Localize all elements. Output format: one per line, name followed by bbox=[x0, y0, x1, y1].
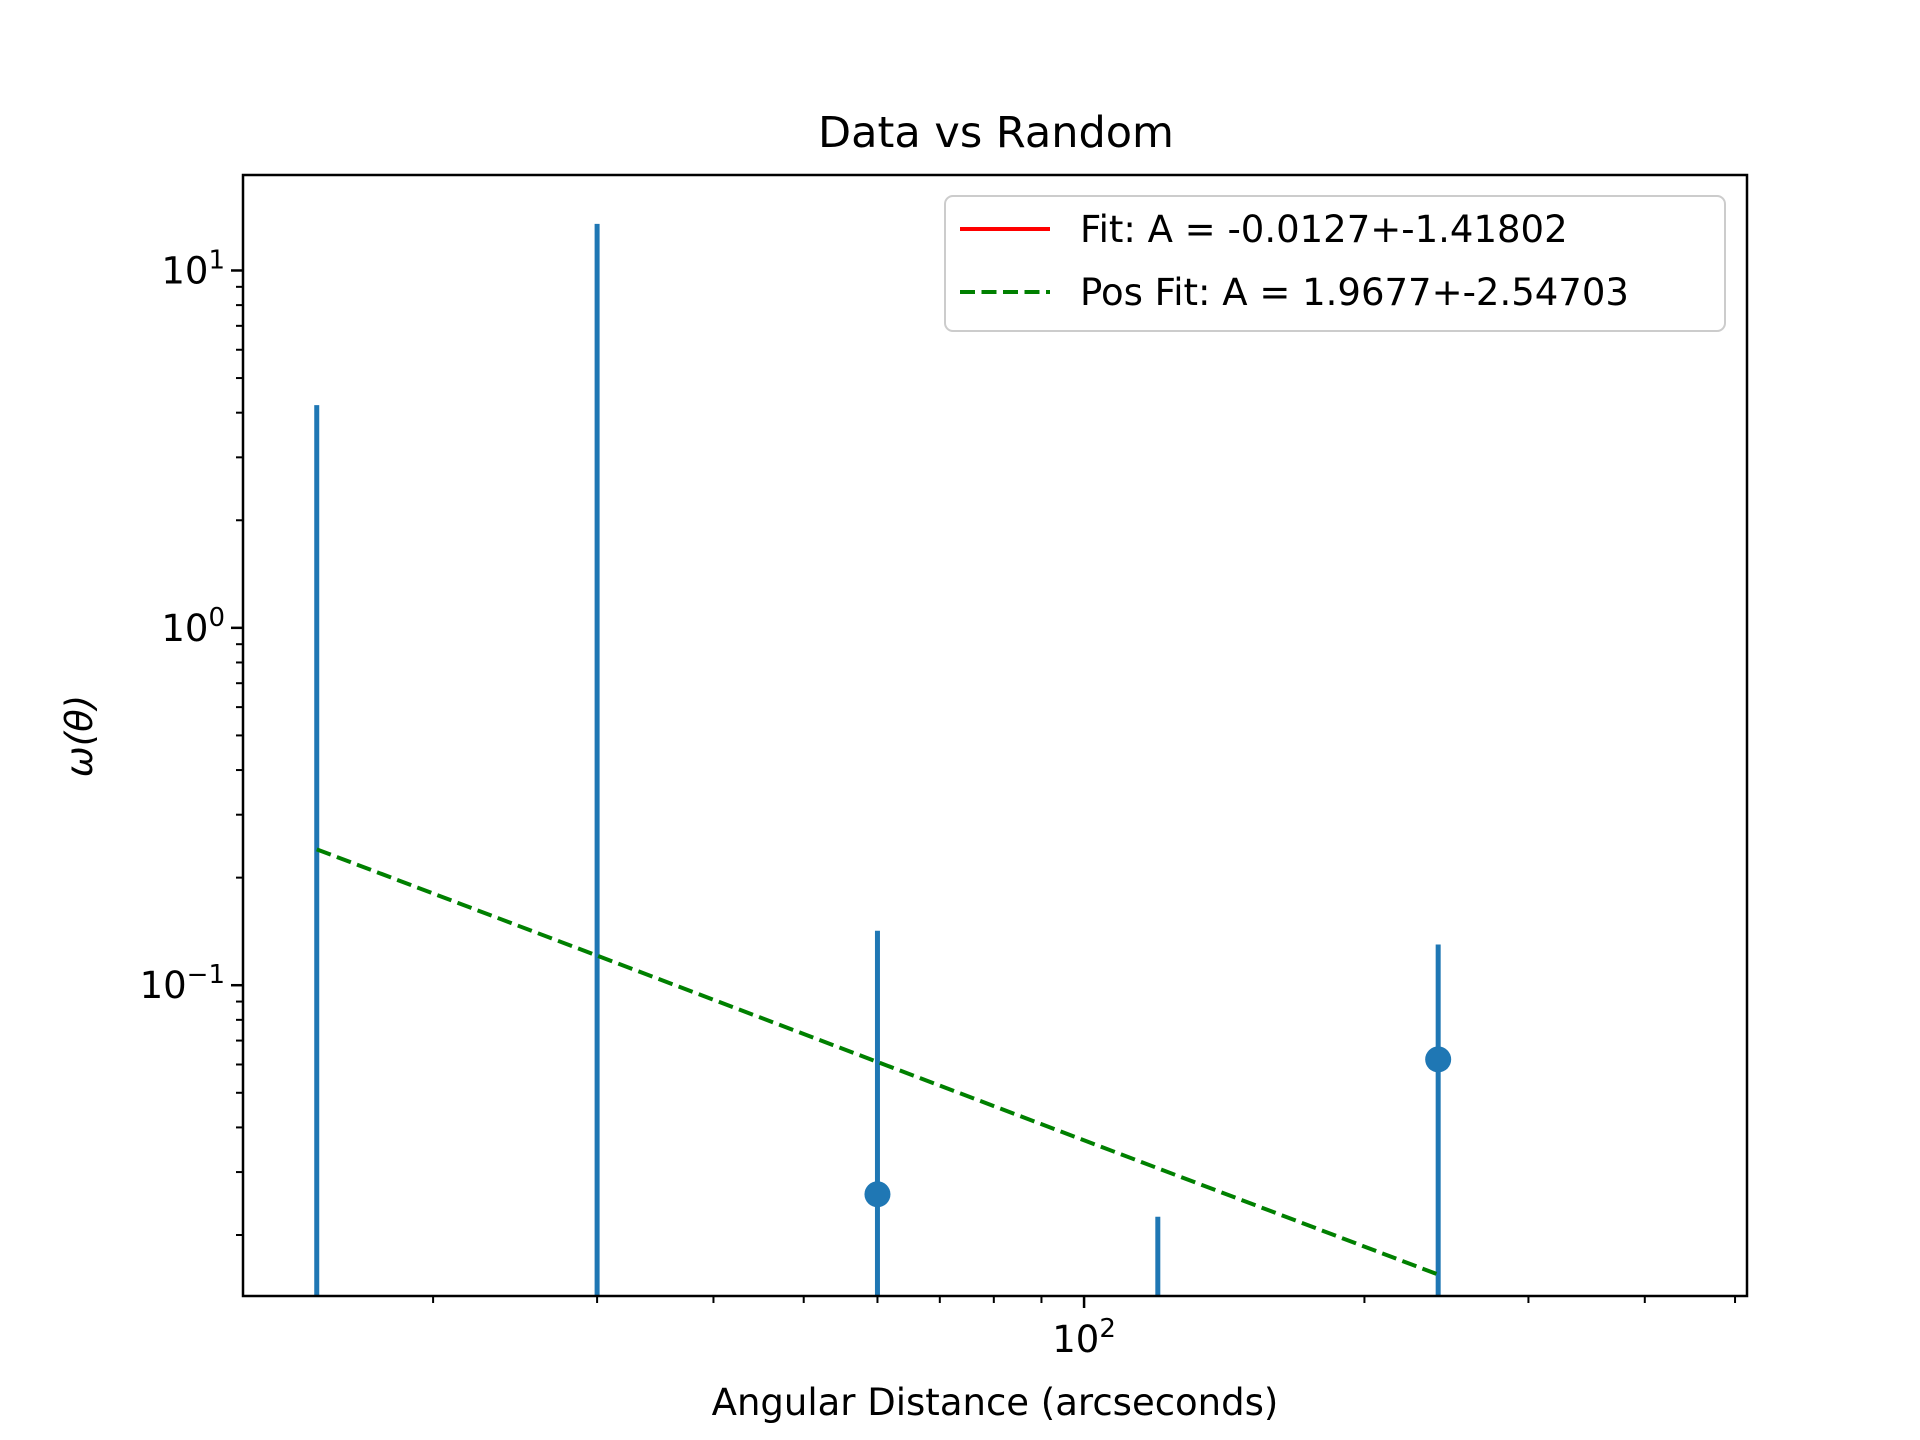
data-point-5 bbox=[1425, 1046, 1452, 1073]
chart-title: Data vs Random bbox=[818, 108, 1174, 158]
y-axis-label: ω(θ) bbox=[58, 695, 101, 778]
legend: Fit: A = -0.0127+-1.41802 Pos Fit: A = 1… bbox=[944, 195, 1726, 332]
axis-ticks: 102 10−1 100 101 bbox=[140, 245, 1737, 1361]
pos-fit-line bbox=[316, 847, 1439, 1277]
legend-box bbox=[944, 195, 1726, 332]
x-tick-label-1: 102 bbox=[1052, 1314, 1116, 1361]
x-axis-label: Angular Distance (arcseconds) bbox=[712, 1381, 1279, 1424]
y-tick-label-2: 100 bbox=[161, 603, 225, 650]
legend-pos-fit-label: Pos Fit: A = 1.9677+-2.54703 bbox=[1080, 271, 1629, 314]
y-tick-label-3: 101 bbox=[161, 245, 225, 292]
plot-area bbox=[314, 223, 1452, 1296]
data-point-3 bbox=[864, 1181, 891, 1208]
y-tick-label-1: 10−1 bbox=[140, 960, 225, 1007]
legend-fit-label: Fit: A = -0.0127+-1.41802 bbox=[1080, 208, 1568, 251]
